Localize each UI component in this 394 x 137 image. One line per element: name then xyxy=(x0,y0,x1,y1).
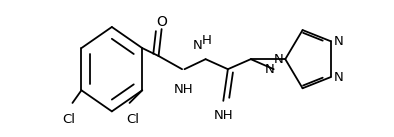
Text: N: N xyxy=(334,35,344,48)
Text: H: H xyxy=(202,34,212,46)
Text: N: N xyxy=(274,53,284,66)
Text: N: N xyxy=(334,71,344,84)
Text: NH: NH xyxy=(214,109,233,122)
Text: N: N xyxy=(193,39,203,52)
Text: Cl: Cl xyxy=(62,113,75,126)
Text: O: O xyxy=(156,15,167,29)
Text: NH: NH xyxy=(174,83,193,96)
Text: N: N xyxy=(264,63,274,76)
Text: Cl: Cl xyxy=(126,113,139,126)
